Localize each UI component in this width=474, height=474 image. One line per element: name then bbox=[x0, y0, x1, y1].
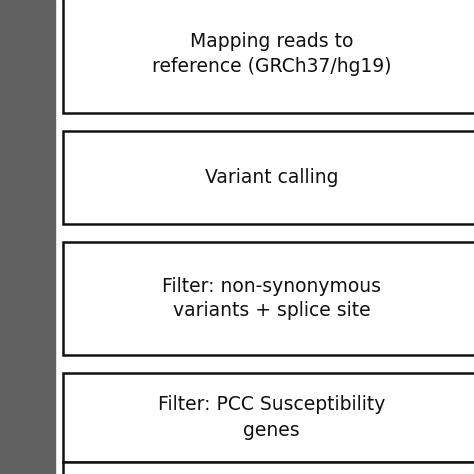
Text: Filter: PCC Susceptibility
genes: Filter: PCC Susceptibility genes bbox=[158, 395, 385, 439]
Text: Variant calling: Variant calling bbox=[205, 168, 338, 187]
Text: Filter: non-synonymous
variants + splice site: Filter: non-synonymous variants + splice… bbox=[162, 276, 381, 320]
Text: Mapping reads to
reference (GRCh37/hg19): Mapping reads to reference (GRCh37/hg19) bbox=[152, 32, 391, 76]
Bar bbox=[63, 373, 474, 462]
Bar bbox=[63, 242, 474, 355]
Bar bbox=[0, 0, 55, 474]
Bar bbox=[63, 131, 474, 224]
Bar bbox=[63, 462, 474, 474]
Bar bbox=[63, 0, 474, 113]
